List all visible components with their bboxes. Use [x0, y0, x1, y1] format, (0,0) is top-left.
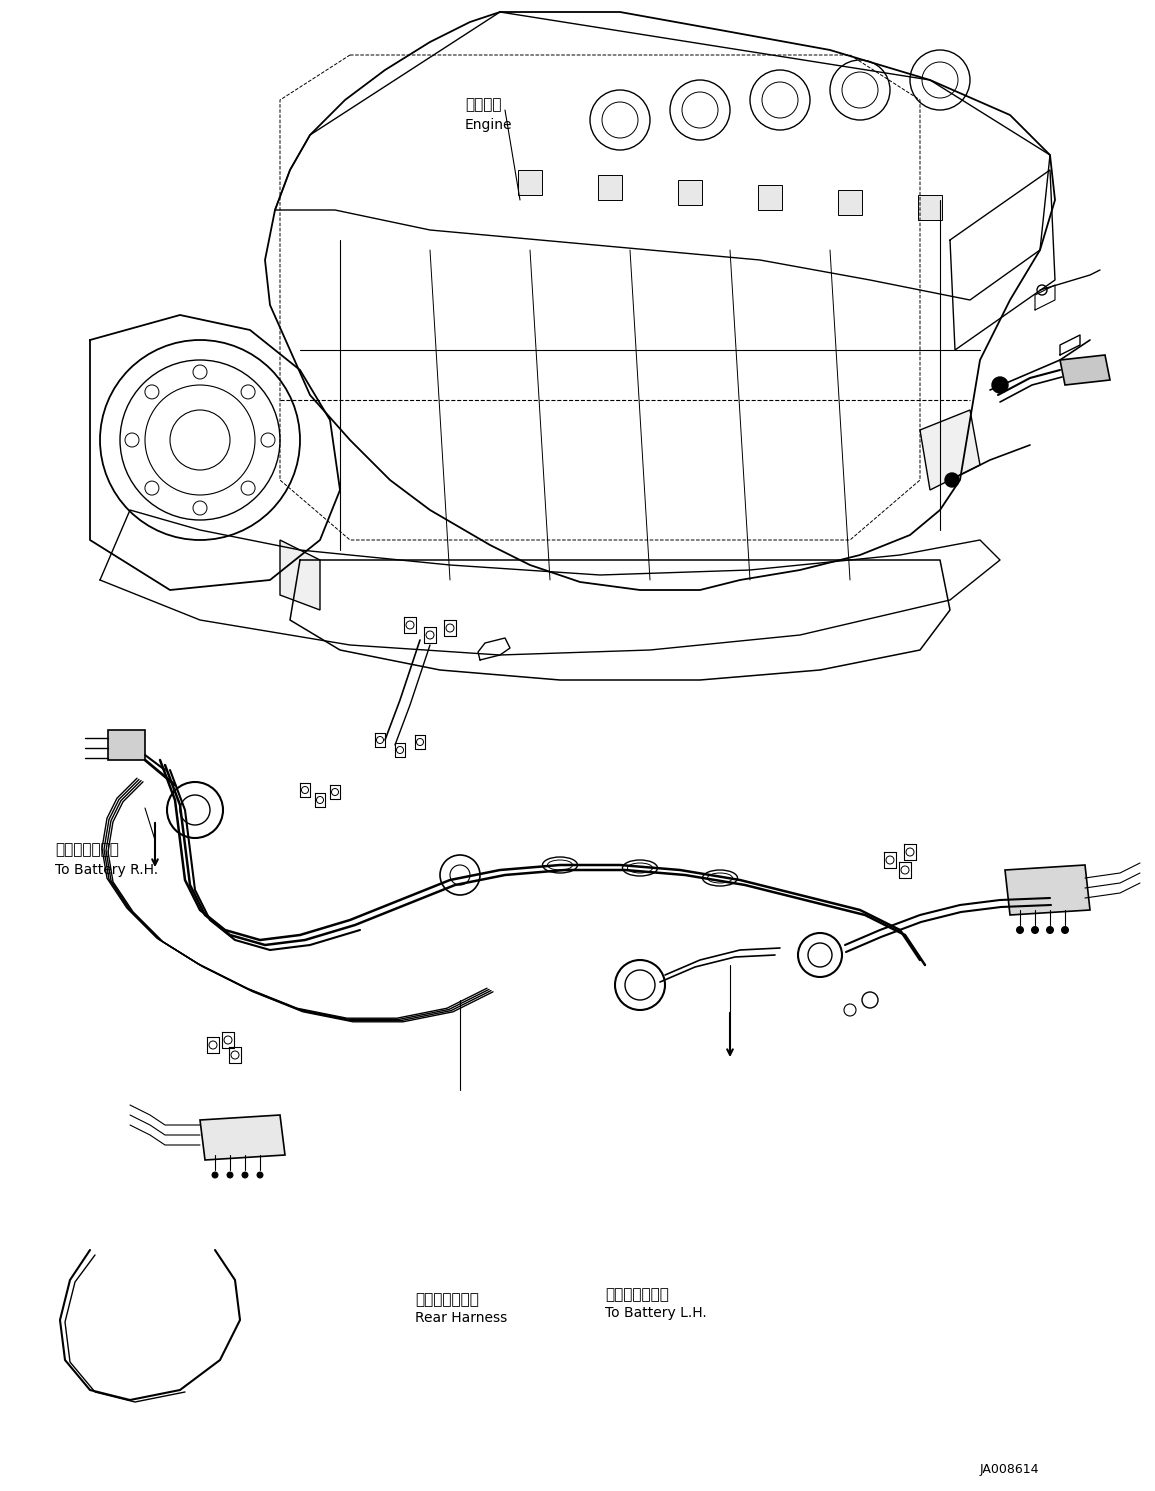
- Text: バッテリ　右へ: バッテリ 右へ: [55, 842, 119, 857]
- Text: To Battery L.H.: To Battery L.H.: [605, 1306, 707, 1320]
- Polygon shape: [758, 185, 782, 210]
- Polygon shape: [598, 174, 623, 200]
- Circle shape: [1031, 926, 1038, 933]
- Text: To Battery R.H.: To Battery R.H.: [55, 863, 158, 877]
- Circle shape: [945, 473, 959, 488]
- Circle shape: [243, 1172, 248, 1178]
- Polygon shape: [1005, 865, 1090, 915]
- Circle shape: [1061, 926, 1068, 933]
- Text: Rear Harness: Rear Harness: [415, 1311, 507, 1325]
- Polygon shape: [918, 195, 942, 221]
- Circle shape: [992, 377, 1008, 394]
- Circle shape: [228, 1172, 233, 1178]
- Polygon shape: [280, 540, 320, 610]
- Polygon shape: [517, 170, 542, 195]
- Text: JA008614: JA008614: [979, 1464, 1040, 1476]
- Polygon shape: [200, 1115, 285, 1160]
- Text: バッテリ　左へ: バッテリ 左へ: [605, 1288, 669, 1303]
- Polygon shape: [921, 410, 979, 491]
- Polygon shape: [678, 180, 702, 204]
- Circle shape: [258, 1172, 263, 1178]
- Text: エンジン: エンジン: [465, 97, 501, 112]
- Text: リヤーハーネス: リヤーハーネス: [415, 1293, 479, 1308]
- Circle shape: [1046, 926, 1053, 933]
- Polygon shape: [109, 731, 146, 760]
- Polygon shape: [839, 189, 862, 215]
- Text: Engine: Engine: [465, 118, 513, 133]
- Circle shape: [213, 1172, 218, 1178]
- Circle shape: [1016, 926, 1023, 933]
- Polygon shape: [1060, 355, 1110, 385]
